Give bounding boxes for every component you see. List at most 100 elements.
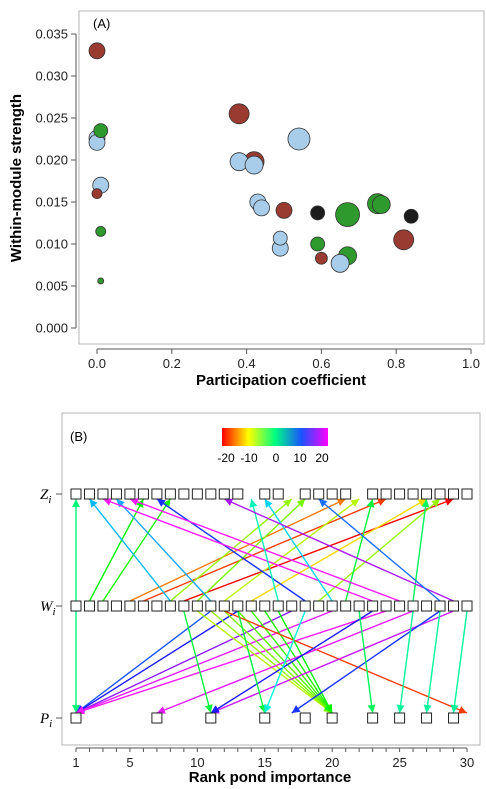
rank-link-line [210, 610, 333, 714]
scatter-point [403, 208, 419, 224]
rank-link-line [75, 610, 387, 714]
rank-link-arrowhead [423, 704, 432, 713]
rank-box-z [259, 488, 271, 500]
panel-a-x-tick-label: 0.6 [312, 356, 330, 371]
rank-link-arrowhead [249, 499, 258, 508]
rank-link-arrowhead [444, 498, 454, 506]
rank-box-z [340, 488, 352, 500]
rank-link [318, 498, 441, 602]
rank-link-line [75, 610, 239, 714]
rank-box-z [232, 488, 244, 500]
rank-link-line [183, 610, 212, 714]
rank-box-z [191, 488, 203, 500]
rank-box-z [205, 488, 217, 500]
scatter-point [253, 199, 270, 217]
rank-link-line [210, 610, 373, 714]
rank-box-z [421, 488, 433, 500]
scatter-point [335, 202, 360, 228]
rank-link-line [223, 498, 360, 602]
rank-box-z [178, 488, 190, 500]
rank-box-w [286, 600, 298, 612]
panel-b-xlabel: Rank pond importance [189, 769, 352, 786]
panel-a-frame [78, 10, 485, 345]
panel-a-y-tick-label: 0.025 [35, 111, 68, 126]
rank-link-line [196, 498, 306, 602]
rank-box-w [313, 600, 325, 612]
row-label-subscript: i [49, 718, 52, 730]
rank-link [102, 498, 373, 602]
rank-box-w [353, 600, 365, 612]
scatter-point [95, 225, 107, 237]
rank-link [183, 610, 213, 714]
rank-link [277, 610, 333, 714]
panel-b-x-tick-label: 5 [126, 755, 133, 770]
colorbar [222, 428, 328, 446]
colorbar-tick-label: 0 [273, 451, 280, 465]
rank-box-z [83, 488, 95, 500]
rank-link-arrowhead [283, 499, 292, 508]
panel-b-label: (B) [70, 429, 87, 444]
rank-link-arrowhead [204, 704, 213, 713]
rank-box-z [70, 488, 82, 500]
rank-link-arrowhead [129, 498, 139, 506]
rank-link [450, 610, 468, 714]
rank-link-arrowhead [458, 706, 467, 714]
rank-link-arrowhead [377, 498, 387, 506]
rank-box-p [367, 712, 379, 724]
rank-box-p [326, 712, 338, 724]
panel-a-y-tick-label: 0.015 [35, 195, 68, 210]
rank-link-line [344, 498, 374, 602]
panel-b-x-tick-label: 15 [258, 755, 272, 770]
rank-link [224, 610, 468, 714]
rank-box-z [272, 488, 284, 500]
row-label-subscript: i [48, 494, 51, 506]
panel-b-x-tick-label: 25 [392, 755, 406, 770]
rank-link [156, 498, 306, 602]
rank-box-w [380, 600, 392, 612]
rank-link-arrowhead [72, 705, 80, 713]
panel-a-xlabel: Participation coefficient [196, 372, 366, 389]
panel-a-x-tick-label: 1.0 [462, 356, 480, 371]
rank-box-z [407, 488, 419, 500]
panel-a-x-tick-label: 0.2 [163, 356, 181, 371]
colorbar-tick-label: 20 [315, 451, 329, 465]
panel-a-y-tick-label: 0.030 [35, 69, 68, 84]
panel-a-y-tick-label: 0.005 [35, 279, 68, 294]
rank-box-z [434, 488, 446, 500]
rank-box-z [367, 488, 379, 500]
rank-link-arrowhead [291, 705, 301, 713]
rank-link [72, 611, 80, 713]
rank-link-arrowhead [210, 705, 220, 713]
rank-box-w [340, 600, 352, 612]
rank-box-z [97, 488, 109, 500]
rank-link-line [223, 610, 333, 714]
rank-link [196, 610, 333, 714]
rank-link-line [264, 610, 306, 714]
rank-box-w [407, 600, 419, 612]
rank-link-arrowhead [367, 704, 376, 713]
rank-box-p [394, 712, 406, 724]
rank-link-line [115, 498, 212, 602]
rank-link-line [102, 498, 171, 602]
rank-box-z [313, 488, 325, 500]
rank-link [263, 610, 306, 714]
rank-link-line [196, 610, 333, 714]
rank-box-p [151, 712, 163, 724]
rank-link-arrowhead [263, 704, 272, 713]
rank-box-w [421, 600, 433, 612]
rank-box-w [259, 600, 271, 612]
scatter-point [310, 205, 326, 221]
rank-box-p [448, 712, 460, 724]
rank-link-arrowhead [318, 499, 328, 508]
rank-box-z [137, 488, 149, 500]
rank-link-arrowhead [102, 498, 112, 506]
scatter-point [88, 42, 106, 60]
rank-link-arrowhead [417, 499, 427, 507]
rank-box-w [205, 600, 217, 612]
rank-box-p [421, 712, 433, 724]
rank-link-arrowhead [396, 704, 405, 713]
rank-link-arrowhead [366, 499, 375, 508]
panel-a-x-tick-label: 0.4 [238, 356, 256, 371]
